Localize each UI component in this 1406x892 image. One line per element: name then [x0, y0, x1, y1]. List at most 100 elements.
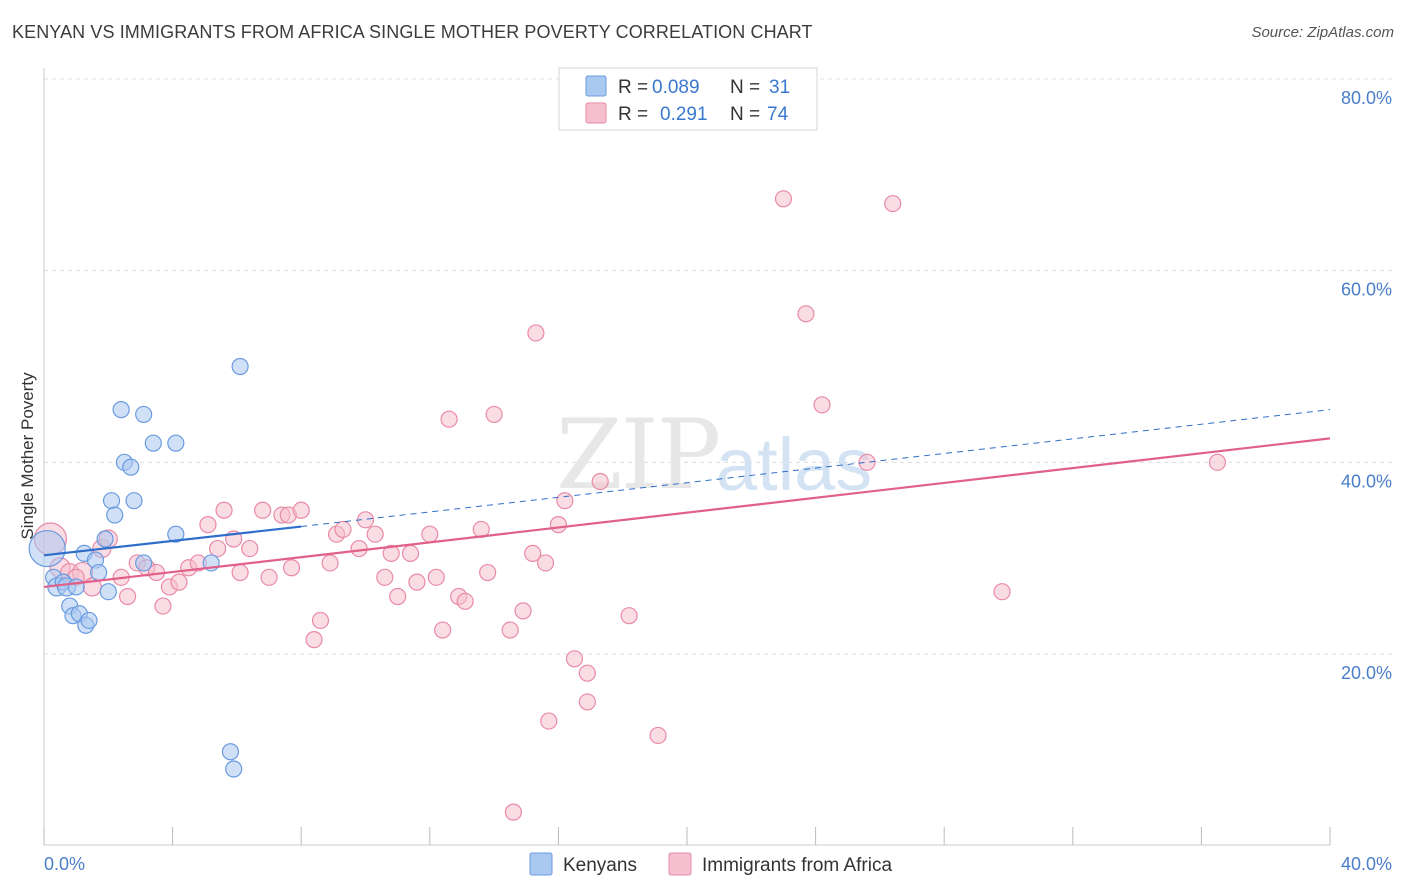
data-point [456, 592, 474, 610]
legend-n-value-kenyans: 31 [769, 77, 790, 98]
data-point [334, 520, 352, 539]
data-point [112, 401, 130, 419]
y-tick-label: 80.0% [1341, 88, 1392, 108]
data-point [118, 587, 137, 606]
legend-n-label-kenyans: N = [730, 77, 760, 98]
data-point [90, 563, 108, 582]
data-point [536, 554, 555, 572]
data-point [565, 650, 584, 668]
data-point [408, 573, 426, 591]
legend-r-label-immigrants: R = [618, 104, 648, 125]
legend-r-value-immigrants: 0.291 [660, 104, 708, 125]
data-point [311, 611, 330, 630]
legend-n-label-immigrants: N = [730, 104, 760, 125]
data-point [578, 664, 596, 682]
data-point [167, 525, 185, 543]
data-point [350, 539, 368, 558]
data-point [99, 583, 117, 601]
data-point [427, 568, 445, 586]
data-point [154, 597, 172, 615]
data-point [135, 405, 153, 424]
watermark: ZIP atlas [556, 399, 872, 511]
data-point [376, 568, 394, 586]
data-point [106, 506, 124, 524]
data-point [774, 190, 793, 208]
trend-line-immigrants [43, 437, 1331, 589]
legend-r-label-kenyans: R = [618, 77, 648, 98]
x-tick-label-max: 40.0% [1341, 854, 1392, 874]
data-point [649, 726, 667, 745]
data-point [813, 396, 831, 414]
data-point [321, 554, 339, 572]
data-point [401, 544, 420, 562]
data-point [382, 544, 400, 562]
data-point [231, 563, 249, 582]
data-point [479, 563, 497, 582]
data-point [125, 492, 143, 510]
data-point [884, 194, 902, 213]
data-point [199, 516, 217, 534]
data-point [260, 568, 278, 586]
data-point [389, 587, 407, 606]
y-axis-label: Single Mother Poverty [18, 372, 37, 540]
data-point [620, 607, 638, 625]
data-point [28, 529, 66, 568]
chart-title: KENYAN VS IMMIGRANTS FROM AFRICA SINGLE … [12, 22, 813, 42]
data-point [504, 803, 522, 821]
data-point [96, 530, 114, 548]
bottom-legend-label-immigrants: Immigrants from Africa [702, 855, 892, 876]
data-point [366, 525, 384, 543]
axes [43, 68, 1331, 846]
data-point [209, 539, 227, 558]
data-point [241, 539, 259, 558]
data-point [167, 434, 185, 452]
data-point [170, 573, 188, 591]
data-point [225, 760, 243, 778]
data-point [122, 458, 140, 476]
data-point [549, 516, 568, 534]
data-point [858, 453, 876, 471]
y-tick-label: 60.0% [1341, 280, 1392, 300]
data-point [514, 602, 532, 620]
bottom-legend-swatch-kenyans [529, 852, 553, 876]
bottom-legend-label-kenyans: Kenyans [563, 855, 637, 876]
data-point [556, 492, 574, 510]
data-point [434, 621, 452, 639]
legend-r-value-kenyans: 0.089 [652, 77, 700, 98]
data-point [144, 434, 162, 452]
stats-legend: R = 0.089 N = 31 R = 0.291 N = 74 [558, 67, 818, 131]
data-point [221, 743, 240, 761]
data-point [102, 492, 121, 510]
data-point [305, 631, 323, 649]
source-label: Source: ZipAtlas.com [1251, 24, 1394, 41]
bottom-legend-swatch-immigrants [668, 852, 692, 876]
data-point [135, 554, 153, 572]
grid-lines [44, 78, 1392, 655]
data-point [797, 305, 815, 323]
data-point [80, 611, 98, 630]
trend-line-kenyans-extrapolated [301, 409, 1331, 528]
data-point [524, 544, 542, 562]
data-point [993, 583, 1011, 601]
legend-swatch-kenyans [585, 75, 607, 97]
data-point [1208, 453, 1227, 471]
trend-line-kenyans [43, 525, 302, 557]
data-point [440, 410, 458, 428]
y-tick-labels: 20.0% 40.0% 60.0% 80.0% [1341, 88, 1392, 683]
data-point [578, 693, 596, 711]
data-point [292, 501, 310, 519]
data-point [282, 559, 301, 577]
legend-swatch-immigrants [585, 102, 607, 124]
data-point [215, 501, 233, 519]
watermark-atlas: atlas [716, 423, 872, 506]
data-point [421, 525, 439, 543]
data-point [591, 472, 609, 491]
data-point [485, 405, 503, 424]
data-point [254, 501, 272, 519]
y-tick-label: 20.0% [1341, 663, 1392, 683]
legend-n-value-immigrants: 74 [767, 104, 789, 125]
trend-lines [43, 409, 1331, 589]
x-tick-label-min: 0.0% [44, 854, 85, 874]
data-point [540, 712, 558, 730]
